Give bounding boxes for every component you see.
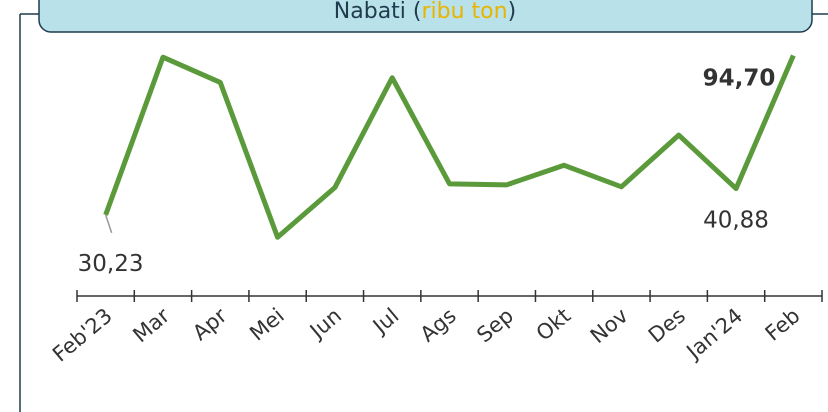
x-tick-label: Ags — [416, 303, 461, 346]
data-line — [103, 54, 796, 240]
title-part: Nabati ( — [334, 0, 422, 24]
x-tick-label: Sep — [472, 303, 518, 347]
title-part: ) — [508, 0, 517, 24]
x-tick-label: Des — [644, 303, 690, 347]
chart-title: Nabati (ribu ton) — [334, 0, 516, 24]
x-tick-label: Mei — [245, 303, 289, 345]
title-part: ribu ton — [422, 0, 508, 24]
x-tick-label: Jun — [304, 303, 346, 344]
title-box — [38, 0, 813, 33]
x-tick-label: Jul — [367, 303, 403, 339]
x-tick-label: Mar — [128, 303, 174, 347]
data-label: 40,88 — [703, 208, 769, 234]
data-label: 94,70 — [703, 65, 776, 91]
x-tick-label: Nov — [586, 303, 633, 348]
data-label: 30,23 — [78, 251, 144, 277]
x-tick-label: Apr — [188, 303, 232, 345]
x-tick-label: Feb'23 — [48, 303, 117, 366]
leader-line — [104, 214, 113, 234]
x-tick-label: Jan'24 — [681, 303, 748, 364]
x-tick-label: Okt — [532, 303, 576, 345]
x-tick-label: Feb — [761, 303, 805, 345]
